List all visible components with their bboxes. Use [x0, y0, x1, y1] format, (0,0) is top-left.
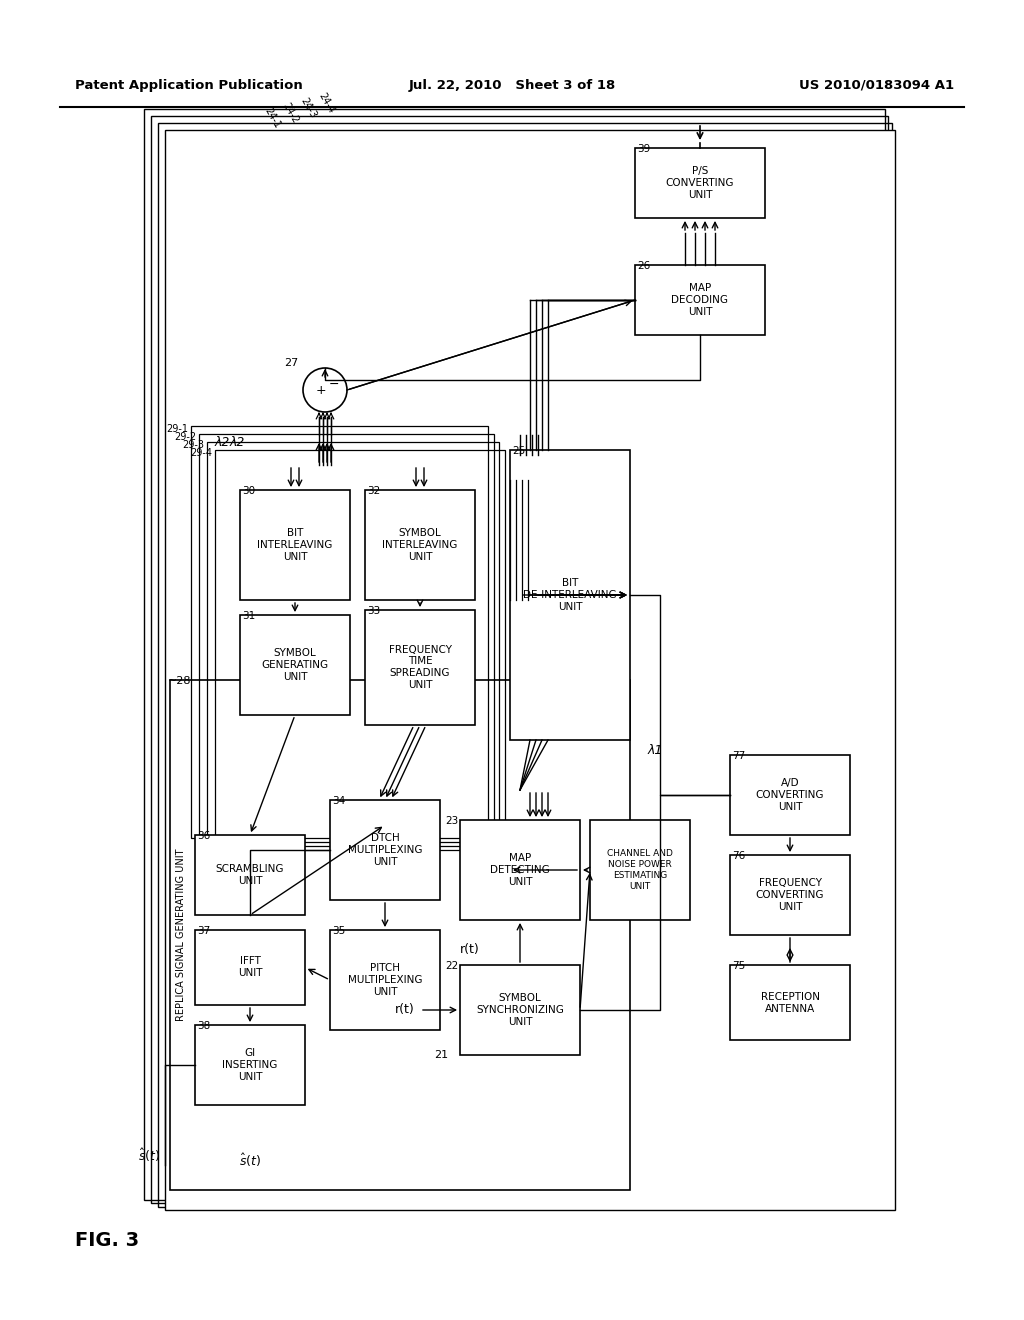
- Bar: [365, 610, 475, 725]
- Text: 37: 37: [197, 927, 210, 936]
- Text: BIT
INTERLEAVING
UNIT: BIT INTERLEAVING UNIT: [257, 528, 333, 562]
- Bar: [510, 450, 630, 741]
- Text: +: +: [315, 384, 327, 396]
- Text: MAP
DECODING
UNIT: MAP DECODING UNIT: [672, 282, 728, 317]
- Text: 33: 33: [367, 606, 380, 616]
- Text: 22: 22: [445, 961, 459, 972]
- Text: FREQUENCY
CONVERTING
UNIT: FREQUENCY CONVERTING UNIT: [756, 878, 824, 912]
- Bar: [170, 680, 630, 1191]
- Text: FIG. 3: FIG. 3: [75, 1230, 139, 1250]
- Bar: [240, 490, 350, 601]
- Text: 36: 36: [197, 832, 210, 841]
- Text: BIT
DE-INTERLEAVING
UNIT: BIT DE-INTERLEAVING UNIT: [523, 578, 616, 612]
- Text: 24-2: 24-2: [281, 100, 300, 125]
- Bar: [730, 855, 850, 935]
- Bar: [195, 836, 305, 915]
- Bar: [195, 931, 305, 1005]
- Bar: [330, 931, 440, 1030]
- Text: ~28: ~28: [168, 676, 191, 686]
- Text: Patent Application Publication: Patent Application Publication: [75, 78, 303, 91]
- Bar: [165, 129, 895, 1210]
- Bar: [590, 820, 690, 920]
- Bar: [460, 965, 580, 1055]
- Text: λ1: λ1: [648, 743, 664, 756]
- Text: Jul. 22, 2010   Sheet 3 of 18: Jul. 22, 2010 Sheet 3 of 18: [409, 78, 615, 91]
- Bar: [195, 1026, 305, 1105]
- Text: 24-4: 24-4: [316, 91, 336, 115]
- Bar: [158, 123, 892, 1206]
- Text: SYMBOL
GENERATING
UNIT: SYMBOL GENERATING UNIT: [261, 648, 329, 682]
- Text: A/D
CONVERTING
UNIT: A/D CONVERTING UNIT: [756, 777, 824, 812]
- Text: GI
INSERTING
UNIT: GI INSERTING UNIT: [222, 1048, 278, 1082]
- Text: PITCH
MULTIPLEXING
UNIT: PITCH MULTIPLEXING UNIT: [348, 964, 422, 997]
- Text: REPLICA SIGNAL GENERATING UNIT: REPLICA SIGNAL GENERATING UNIT: [176, 849, 186, 1022]
- Text: P/S
CONVERTING
UNIT: P/S CONVERTING UNIT: [666, 166, 734, 201]
- Bar: [151, 116, 888, 1203]
- Text: 38: 38: [197, 1020, 210, 1031]
- Text: 23: 23: [445, 816, 459, 826]
- Bar: [191, 426, 488, 838]
- Text: 27: 27: [284, 358, 298, 368]
- Bar: [730, 755, 850, 836]
- Text: 29-1: 29-1: [166, 424, 188, 434]
- Text: DTCH
MULTIPLEXING
UNIT: DTCH MULTIPLEXING UNIT: [348, 833, 422, 867]
- Text: λ2: λ2: [230, 437, 246, 450]
- Text: MAP
DETECTING
UNIT: MAP DETECTING UNIT: [490, 853, 550, 887]
- Text: 24-3: 24-3: [298, 96, 317, 120]
- Bar: [199, 434, 494, 842]
- Text: r(t): r(t): [395, 1003, 415, 1016]
- Text: 77: 77: [732, 751, 745, 762]
- Text: −: −: [329, 378, 339, 391]
- Text: 29-2: 29-2: [174, 432, 196, 442]
- Bar: [240, 615, 350, 715]
- Text: SYMBOL
SYNCHRONIZING
UNIT: SYMBOL SYNCHRONIZING UNIT: [476, 993, 564, 1027]
- Text: 32: 32: [367, 486, 380, 496]
- Text: 31: 31: [242, 611, 255, 620]
- Text: $\hat{s}(t)$: $\hat{s}(t)$: [239, 1151, 261, 1168]
- Bar: [460, 820, 580, 920]
- Text: SYMBOL
INTERLEAVING
UNIT: SYMBOL INTERLEAVING UNIT: [382, 528, 458, 562]
- Text: US 2010/0183094 A1: US 2010/0183094 A1: [799, 78, 954, 91]
- Text: 21: 21: [434, 1049, 449, 1060]
- Bar: [330, 800, 440, 900]
- Bar: [215, 450, 505, 850]
- Text: λ2: λ2: [215, 437, 230, 450]
- Bar: [207, 442, 500, 846]
- Text: 29-4: 29-4: [190, 447, 212, 458]
- Text: 75: 75: [732, 961, 745, 972]
- Text: 76: 76: [732, 851, 745, 861]
- Text: FREQUENCY
TIME
SPREADING
UNIT: FREQUENCY TIME SPREADING UNIT: [388, 644, 452, 690]
- Text: r(t): r(t): [460, 944, 480, 957]
- Text: 34: 34: [332, 796, 345, 807]
- Bar: [144, 110, 885, 1200]
- Text: 35: 35: [332, 927, 345, 936]
- Bar: [365, 490, 475, 601]
- Text: IFFT
UNIT: IFFT UNIT: [238, 957, 262, 978]
- Bar: [635, 148, 765, 218]
- Text: $\hat{s}(t)$: $\hat{s}(t)$: [138, 1147, 160, 1163]
- Text: SCRAMBLING
UNIT: SCRAMBLING UNIT: [216, 865, 285, 886]
- Text: 30: 30: [242, 486, 255, 496]
- Text: 25: 25: [512, 446, 525, 455]
- Text: 24-1: 24-1: [262, 106, 282, 129]
- Text: CHANNEL AND
NOISE POWER
ESTIMATING
UNIT: CHANNEL AND NOISE POWER ESTIMATING UNIT: [607, 849, 673, 891]
- Text: 26: 26: [637, 261, 650, 271]
- Bar: [730, 965, 850, 1040]
- Text: RECEPTION
ANTENNA: RECEPTION ANTENNA: [761, 991, 819, 1014]
- Text: 39: 39: [637, 144, 650, 154]
- Text: 29-3: 29-3: [182, 440, 204, 450]
- Bar: [635, 265, 765, 335]
